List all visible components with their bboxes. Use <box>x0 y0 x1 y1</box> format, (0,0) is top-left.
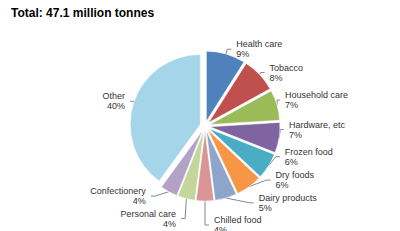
svg-text:Dairy products: Dairy products <box>259 193 318 203</box>
svg-text:7%: 7% <box>289 130 302 140</box>
svg-text:Dry foods: Dry foods <box>276 170 315 180</box>
svg-text:Total: 47.1 million tonnes: Total: 47.1 million tonnes <box>11 6 154 20</box>
svg-text:Confectionery: Confectionery <box>90 186 146 196</box>
svg-text:4%: 4% <box>214 225 227 231</box>
svg-text:Health care: Health care <box>236 39 282 49</box>
svg-text:Household care: Household care <box>285 90 348 100</box>
svg-text:8%: 8% <box>270 73 283 83</box>
svg-text:6%: 6% <box>276 180 289 190</box>
svg-text:5%: 5% <box>259 203 272 213</box>
svg-text:4%: 4% <box>133 196 146 206</box>
svg-text:9%: 9% <box>236 49 249 59</box>
svg-text:Other: Other <box>102 91 125 101</box>
svg-text:Hardware, etc: Hardware, etc <box>289 120 346 130</box>
svg-text:Frozen food: Frozen food <box>285 147 333 157</box>
svg-text:7%: 7% <box>285 100 298 110</box>
svg-text:Chilled food: Chilled food <box>214 215 262 225</box>
svg-text:4%: 4% <box>163 219 176 229</box>
svg-text:Personal care: Personal care <box>121 209 177 219</box>
svg-text:40%: 40% <box>107 101 125 111</box>
svg-text:Tobacco: Tobacco <box>270 63 304 73</box>
svg-text:6%: 6% <box>285 157 298 167</box>
